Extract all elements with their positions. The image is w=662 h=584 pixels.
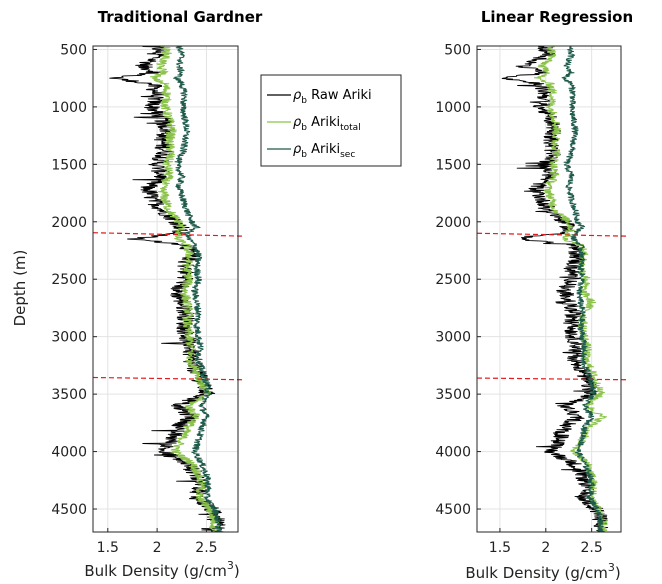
y-tick-label: 2500: [51, 272, 87, 288]
x-tick-label: 1.5: [489, 540, 511, 556]
y-tick-label: 2000: [435, 215, 471, 231]
legend: ρb Raw Ariki ρb Arikitotal ρb Arikisec: [260, 74, 402, 167]
series-line-sec: [561, 45, 605, 533]
boundary-line: [476, 232, 628, 237]
x-axis-label: Bulk Density (g/cm3): [84, 559, 239, 580]
boundary-line: [476, 377, 628, 381]
y-tick-label: 3500: [435, 387, 471, 403]
y-tick-label: 4500: [51, 502, 87, 518]
y-tick-label: 1000: [435, 100, 471, 116]
y-tick-label: 1000: [51, 100, 87, 116]
series-line-raw: [501, 45, 609, 533]
y-tick-label: 500: [444, 42, 471, 58]
y-tick-label: 4000: [51, 445, 87, 461]
x-tick-label: 2: [153, 540, 162, 556]
legend-entry-sec: ρb Arikisec: [293, 142, 355, 160]
x-axis-label: Bulk Density (g/cm3): [465, 561, 620, 582]
series-line-total: [533, 45, 608, 533]
gardner-panel: 1.5 2 2.5 500 1000 1500 2000 2500 3000 3500 4000 45…: [11, 8, 263, 580]
y-tick-label: 1500: [51, 157, 87, 173]
y-tick-label: 2000: [51, 215, 87, 231]
boundary-line: [92, 376, 245, 381]
x-tick-label: 2.5: [581, 540, 603, 556]
y-tick-label: 4000: [435, 445, 471, 461]
y-axis-label: Depth (m): [11, 250, 29, 327]
x-tick-label: 2: [541, 540, 550, 556]
legend-box: [260, 74, 402, 167]
boundary-line: [92, 232, 245, 237]
y-tick-label: 2500: [435, 272, 471, 288]
x-tick-label: 2.5: [195, 540, 217, 556]
y-tick-label: 1500: [435, 157, 471, 173]
y-tick-label: 3500: [51, 387, 87, 403]
series-line-raw: [109, 45, 226, 533]
regression-panel: 1.5 2 2.5 500 1000 1500 2000 2500 3000 3500 4000 45…: [435, 8, 633, 582]
axes-frame: [92, 45, 239, 533]
axes-frame: [476, 45, 622, 533]
series-line-total: [150, 45, 220, 532]
y-tick-label: 4500: [435, 502, 471, 518]
y-tick-label: 3000: [51, 330, 87, 346]
x-tick-label: 1.5: [97, 540, 119, 556]
y-tick-label: 500: [60, 42, 87, 58]
series-line-sec: [173, 45, 223, 533]
chart-title: Traditional Gardner: [98, 8, 263, 26]
chart-title: Linear Regression: [481, 8, 633, 26]
y-tick-label: 3000: [435, 330, 471, 346]
legend-entry-total: ρb Arikitotal: [293, 115, 361, 133]
legend-entry-raw: ρb Raw Ariki: [293, 88, 372, 106]
